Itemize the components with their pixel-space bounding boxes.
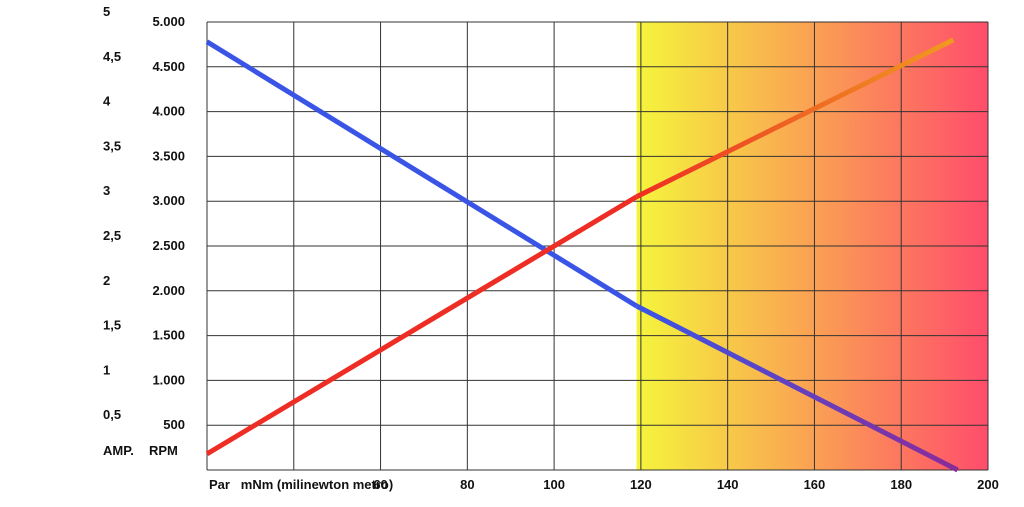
- x-tick-label: 140: [717, 477, 739, 492]
- left-axis-label: AMP.: [103, 443, 134, 458]
- x-tick-label: 200: [977, 477, 999, 492]
- x-tick-label: 80: [460, 477, 474, 492]
- x-tick-label: 160: [804, 477, 826, 492]
- right-axis-ticks: 5.000 4.500 4.000 3.500 3.000 2.500 2.000 1.500…: [152, 14, 185, 432]
- left-tick-label: 4,5: [103, 49, 121, 64]
- left-tick-label: 1,5: [103, 318, 121, 333]
- right-tick-label: 1.000: [152, 372, 185, 387]
- grid: [206, 21, 989, 471]
- series-line-overload-segment: [635, 37, 955, 199]
- left-tick-label: 2,5: [103, 228, 121, 243]
- right-tick-label: 2.000: [152, 283, 185, 298]
- left-tick-label: 2: [103, 273, 110, 288]
- left-tick-label: 0,5: [103, 407, 121, 422]
- right-tick-label: 2.500: [152, 238, 185, 253]
- x-axis-ticks: 60 80 100 120 140 160 180 200: [373, 477, 999, 492]
- series-lines: [205, 37, 959, 473]
- right-axis-label: RPM: [149, 443, 178, 458]
- right-tick-label: 3.500: [152, 148, 185, 163]
- right-tick-label: 1.500: [152, 328, 185, 343]
- left-tick-label: 3,5: [103, 138, 121, 153]
- right-tick-label: 4.500: [152, 59, 185, 74]
- left-tick-label: 1: [103, 362, 110, 377]
- left-tick-label: 3: [103, 183, 110, 198]
- series-line-segment: [205, 39, 638, 309]
- right-tick-label: 4.000: [152, 104, 185, 119]
- x-axis-label: Par mNm (milinewton metro): [209, 477, 393, 492]
- left-axis-ticks: 5 4,5 4 3,5 3 2,5 2 1,5 1 0,5: [103, 4, 121, 422]
- x-tick-label: 100: [543, 477, 565, 492]
- x-tick-label: 120: [630, 477, 652, 492]
- right-tick-label: 5.000: [152, 14, 185, 29]
- left-tick-label: 5: [103, 4, 110, 19]
- series-line-segment: [205, 194, 638, 457]
- right-tick-label: 500: [163, 417, 185, 432]
- x-tick-label: 60: [373, 477, 387, 492]
- right-tick-label: 3.000: [152, 193, 185, 208]
- series-line-overload-segment: [635, 303, 959, 473]
- x-tick-label: 180: [890, 477, 912, 492]
- left-tick-label: 4: [103, 94, 111, 109]
